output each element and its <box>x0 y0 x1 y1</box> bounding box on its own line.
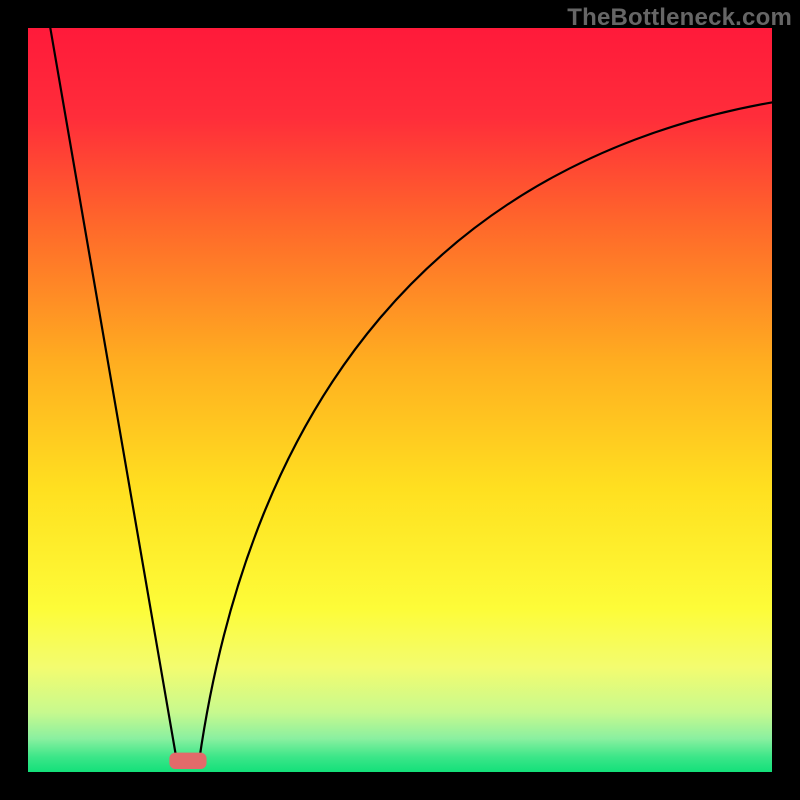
plot-area <box>28 28 772 772</box>
minimum-marker <box>169 753 206 769</box>
watermark-text: TheBottleneck.com <box>567 4 792 32</box>
chart-frame: TheBottleneck.com <box>0 0 800 800</box>
chart-svg <box>0 0 800 800</box>
